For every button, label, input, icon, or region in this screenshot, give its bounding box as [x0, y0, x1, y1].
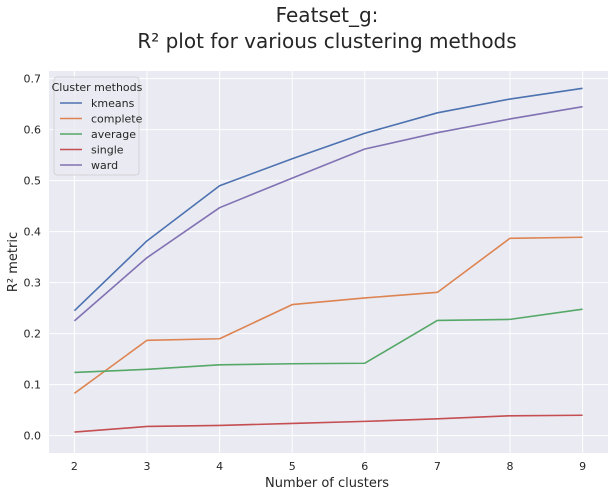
legend-label-average: average: [91, 128, 136, 141]
legend: Cluster methods kmeans complete average sin…: [52, 76, 143, 176]
y-tick-label: 0.4: [24, 226, 42, 239]
y-tick-label: 0.2: [24, 328, 42, 341]
series-line-kmeans: [73, 87, 583, 312]
legend-title: Cluster methods: [52, 81, 143, 94]
x-tick-label: 2: [71, 460, 78, 473]
y-axis-label: R² metric: [6, 232, 21, 292]
series-lines: [73, 87, 583, 433]
x-tick-label: 8: [506, 460, 513, 473]
y-tick-label: 0.6: [24, 124, 42, 137]
chart-title: Featset_g:: [276, 3, 379, 27]
series-line-average: [74, 308, 583, 374]
x-tick-label: 3: [144, 460, 151, 473]
x-tick-label: 5: [289, 460, 296, 473]
legend-label-single: single: [91, 144, 124, 157]
x-axis-label: Number of clusters: [265, 476, 389, 491]
legend-items: kmeans complete average single ward: [60, 97, 143, 172]
x-tick-label: 4: [216, 460, 223, 473]
x-tick-label: 7: [434, 460, 441, 473]
series-line-complete: [73, 236, 583, 394]
legend-label-kmeans: kmeans: [91, 97, 135, 110]
y-tick-label: 0.7: [24, 73, 42, 86]
x-tick-label: 6: [361, 460, 368, 473]
y-tick-label: 0.3: [24, 277, 42, 290]
x-tick-labels: 2 3 4 5 6 7 8 9: [71, 460, 586, 473]
y-gridlines: [49, 78, 608, 437]
y-tick-label: 0.1: [24, 379, 42, 392]
series-line-ward: [73, 105, 583, 322]
x-tick-label: 9: [579, 460, 586, 473]
legend-label-ward: ward: [91, 159, 118, 172]
y-tick-label: 0.0: [24, 430, 42, 443]
y-tick-label: 0.5: [24, 175, 42, 188]
legend-box: [53, 76, 140, 176]
chart-subtitle: R² plot for various clustering methods: [137, 29, 516, 53]
y-tick-labels: 0.0 0.1 0.2 0.3 0.4 0.5 0.6 0.7: [24, 73, 42, 443]
legend-label-complete: complete: [91, 113, 143, 126]
series-line-single: [74, 414, 583, 433]
